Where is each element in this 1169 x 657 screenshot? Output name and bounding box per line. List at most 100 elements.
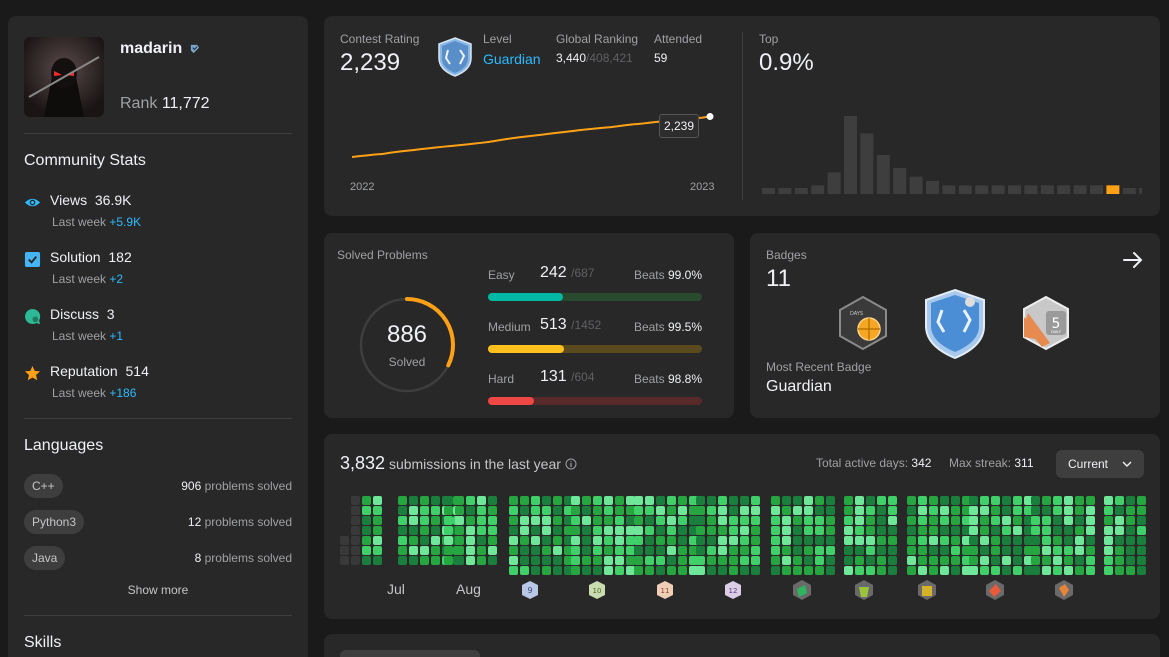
heatmap-cell (826, 546, 835, 555)
heatmap-cell (477, 496, 486, 505)
heatmap-cell (940, 526, 949, 535)
rank: Rank 11,772 (120, 95, 210, 113)
badge-number: 9 (527, 586, 532, 595)
rating-line-chart[interactable] (340, 100, 720, 196)
heatmap-cell (1137, 516, 1146, 525)
recent-tab[interactable] (340, 650, 480, 657)
difficulty-bar-fill (488, 293, 564, 301)
monthly-badge-apr-icon[interactable] (984, 579, 1006, 601)
solved-progress-ring[interactable] (358, 296, 456, 394)
days-badge-text: DAYS (850, 311, 863, 317)
heatmap-cell (929, 566, 938, 575)
heatmap-cell (604, 536, 613, 545)
heatmap-cell (1064, 556, 1073, 565)
heatmap-cell (1137, 496, 1146, 505)
heatmap-cell (1075, 526, 1084, 535)
badge-number: 11 (661, 587, 670, 595)
heatmap-cell (729, 506, 738, 515)
monthly-badge-may-icon[interactable] (1053, 579, 1075, 601)
year-dropdown[interactable]: Current (1056, 450, 1144, 478)
rating-current-point[interactable] (706, 113, 714, 121)
heatmap-cell (509, 496, 518, 505)
heatmap-cell (907, 496, 916, 505)
difficulty-solved: 242 (540, 264, 567, 281)
heatmap-cell (477, 516, 486, 525)
heatmap-cell (1042, 566, 1051, 575)
heatmap-cell (888, 556, 897, 565)
username[interactable]: madarin (120, 40, 200, 58)
monthly-badge-oct-icon[interactable]: 10 (587, 580, 607, 600)
monthly-badge-mar-icon[interactable] (916, 579, 938, 601)
top-value: 0.9% (759, 49, 814, 76)
heatmap-cell (1042, 496, 1051, 505)
heatmap-cell (373, 496, 382, 505)
monthly-badge-dec-icon[interactable]: 12 (723, 580, 743, 600)
heatmap-cell (1104, 516, 1113, 525)
heatmap-cell (626, 516, 635, 525)
beats-label: Beats (633, 320, 665, 334)
heatmap-cell (962, 556, 971, 565)
heatmap-cell (593, 516, 602, 525)
heatmap-cell (855, 546, 864, 555)
difficulty-total: /1452 (571, 318, 602, 332)
difficulty-bar-track (488, 293, 702, 301)
difficulty-name: Hard (488, 372, 515, 386)
language-row-cpp: C++ 906 problems solved (24, 474, 292, 498)
arrow-right-icon[interactable] (1122, 249, 1144, 271)
heatmap-cell (444, 496, 453, 505)
heatmap-cell (1126, 506, 1135, 515)
heatmap-cell (1075, 546, 1084, 555)
heatmap-cell (593, 556, 602, 565)
daily-badge-sub: DAILY (1051, 330, 1062, 334)
heatmap-cell (689, 506, 698, 515)
monthly-badge-feb-icon[interactable] (853, 579, 875, 601)
language-tag[interactable]: Java (24, 546, 66, 570)
guardian-badge-large-icon[interactable] (920, 288, 990, 360)
heatmap-cell (634, 516, 643, 525)
info-icon[interactable] (565, 458, 577, 470)
heatmap-cell (929, 506, 938, 515)
beats-label: Beats (633, 372, 665, 386)
badges-title: Badges (766, 248, 807, 262)
rating-histogram[interactable] (762, 114, 1142, 196)
heatmap-cell (1115, 536, 1124, 545)
stat-views-value: 36.9K (94, 192, 132, 208)
heatmap-cell (1053, 566, 1062, 575)
heatmap-cell (707, 566, 716, 575)
difficulty-count: 242 /687 (540, 264, 595, 282)
monthly-badge-jan-icon[interactable] (791, 579, 813, 601)
heatmap-cell (520, 526, 529, 535)
heatmap-cell (782, 546, 791, 555)
heatmap-cell (855, 526, 864, 535)
heatmap-cell (531, 556, 540, 565)
heatmap-cell (626, 526, 635, 535)
avatar[interactable] (24, 37, 104, 117)
heatmap-cell (553, 556, 562, 565)
show-more-button[interactable]: Show more (127, 583, 189, 597)
heatmap-cell (564, 566, 573, 575)
heatmap-cell (645, 506, 654, 515)
heatmap-cell (615, 506, 624, 515)
beats-value: 99.5% (667, 320, 702, 334)
daily-5-badge-icon[interactable]: 5 DAILY (1020, 295, 1072, 351)
language-tag[interactable]: C++ (24, 474, 63, 498)
heatmap-cell (740, 546, 749, 555)
monthly-badge-nov-icon[interactable]: 11 (655, 580, 675, 600)
heatmap-cell (1086, 496, 1095, 505)
heatmap-cell (488, 546, 497, 555)
heatmap-cell (615, 546, 624, 555)
year-dropdown-value: Current (1068, 457, 1109, 471)
heatmap-cell (615, 526, 624, 535)
heatmap-cell (509, 546, 518, 555)
level-label: Level (483, 32, 512, 46)
attended-value: 59 (654, 51, 668, 65)
heatmap-cell (531, 546, 540, 555)
monthly-badge-sep-icon[interactable]: 9 (520, 580, 540, 600)
heatmap-cell (444, 526, 453, 535)
level-value[interactable]: Guardian (483, 51, 541, 67)
max-streak: Max streak: 311 (949, 456, 1034, 470)
language-tag[interactable]: Python3 (24, 510, 85, 534)
heatmap-cell (1042, 526, 1051, 535)
guardian-badge-icon[interactable] (436, 36, 474, 78)
days-badge-icon[interactable]: DAYS (836, 295, 890, 351)
